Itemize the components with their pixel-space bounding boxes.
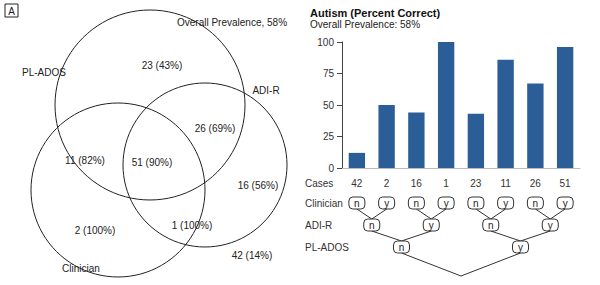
svg-text:ADI-R: ADI-R [252,85,279,96]
svg-text:PL-ADOS: PL-ADOS [22,67,66,78]
svg-text:n: n [488,220,494,231]
svg-text:ADI-R: ADI-R [305,220,332,231]
svg-text:n: n [533,198,539,209]
svg-text:51 (90%): 51 (90%) [132,157,173,168]
svg-text:Clinician: Clinician [305,198,343,209]
svg-text:1 (100%): 1 (100%) [172,220,213,231]
svg-text:y: y [429,220,434,231]
svg-text:y: y [548,220,553,231]
svg-text:A: A [8,6,15,17]
svg-text:23 (43%): 23 (43%) [142,60,183,71]
svg-text:y: y [563,198,568,209]
svg-text:y: y [503,198,508,209]
svg-text:n: n [369,220,375,231]
svg-text:Clinician: Clinician [62,263,100,274]
svg-text:2: 2 [384,178,390,189]
svg-text:Autism (Percent Correct): Autism (Percent Correct) [310,7,441,19]
svg-text:25: 25 [323,131,335,142]
svg-text:PL-ADOS: PL-ADOS [305,242,349,253]
svg-text:Overall Prevalence, 58%: Overall Prevalence, 58% [177,17,287,28]
svg-text:Overall Prevalence: 58%: Overall Prevalence: 58% [310,19,420,30]
svg-text:11 (82%): 11 (82%) [65,155,105,166]
svg-text:100: 100 [317,37,334,48]
svg-text:42: 42 [351,178,363,189]
svg-text:23: 23 [470,178,482,189]
svg-text:y: y [444,198,449,209]
svg-text:1: 1 [443,178,449,189]
svg-text:n: n [473,198,479,209]
svg-text:11: 11 [500,178,511,189]
svg-text:y: y [384,198,389,209]
svg-text:16 (56%): 16 (56%) [238,180,279,191]
svg-text:42 (14%): 42 (14%) [232,250,273,261]
svg-text:51: 51 [560,178,572,189]
svg-text:26 (69%): 26 (69%) [195,123,236,134]
svg-text:n: n [414,198,420,209]
svg-text:26: 26 [530,178,542,189]
svg-text:n: n [354,198,360,209]
svg-text:50: 50 [323,100,335,111]
svg-text:2 (100%): 2 (100%) [75,225,116,236]
svg-text:n: n [399,242,405,253]
svg-text:0: 0 [328,163,334,174]
svg-text:75: 75 [323,68,335,79]
svg-text:16: 16 [411,178,423,189]
svg-text:Cases: Cases [305,178,333,189]
svg-text:y: y [518,242,523,253]
